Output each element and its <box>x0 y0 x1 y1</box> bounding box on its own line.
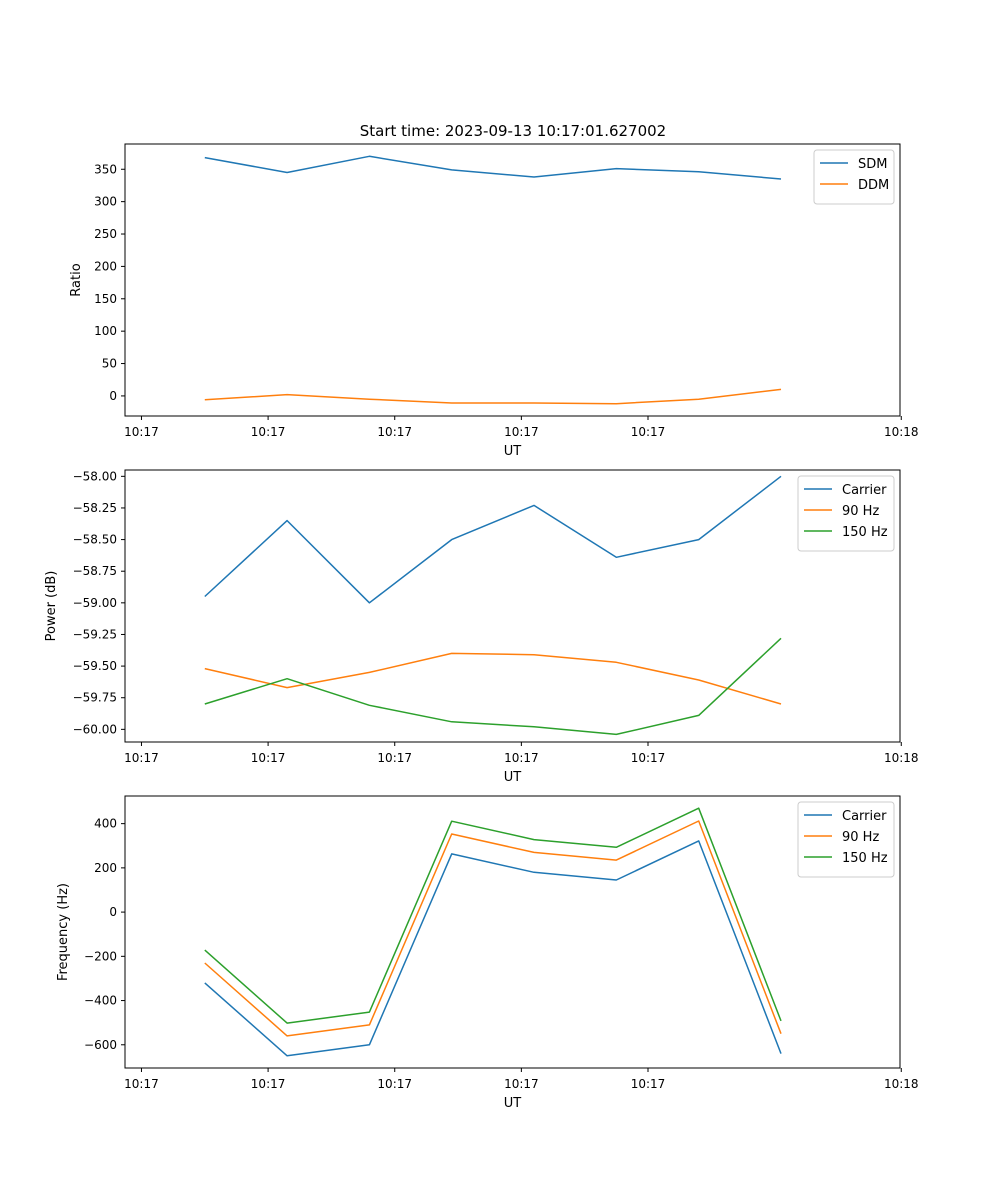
x-axis-label: UT <box>504 770 522 785</box>
x-axis-label: UT <box>504 1096 522 1111</box>
legend-label: 150 Hz <box>842 851 888 866</box>
series-line-carrier <box>204 840 782 1057</box>
series-line-ddm <box>204 388 782 405</box>
y-tick-label: 0 <box>109 905 117 919</box>
legend-label: SDM <box>858 157 887 172</box>
y-tick-label: −400 <box>84 994 117 1008</box>
axes-frame <box>124 469 901 743</box>
x-tick-label: 10:18 <box>884 751 919 765</box>
series-line-90-hz <box>204 652 782 705</box>
y-axis-label: Ratio <box>69 263 84 296</box>
y-tick-label: −58.50 <box>73 533 117 547</box>
x-tick-label: 10:17 <box>504 1077 539 1091</box>
legend-box <box>797 801 895 878</box>
x-tick-label: 10:17 <box>504 425 539 439</box>
x-tick-label: 10:18 <box>884 1077 919 1091</box>
y-tick-label: −59.25 <box>73 627 117 641</box>
legend-box <box>797 475 895 552</box>
x-tick-label: 10:17 <box>631 1077 666 1091</box>
y-tick-label: 250 <box>94 227 117 241</box>
x-tick-label: 10:17 <box>377 425 412 439</box>
y-tick-label: 350 <box>94 162 117 176</box>
y-tick-label: 200 <box>94 259 117 273</box>
x-tick-label: 10:17 <box>377 751 412 765</box>
panel-frequency: 10:17 10:17 10:17 10:17 10:17 10:18 −600 −400 −2… <box>56 795 919 1111</box>
y-axis-label: Frequency (Hz) <box>56 883 71 981</box>
y-tick-label: 300 <box>94 195 117 209</box>
x-tick-label: 10:17 <box>124 425 159 439</box>
panel-power: 10:17 10:17 10:17 10:17 10:17 10:18 −60.00 −59.… <box>44 469 919 785</box>
y-tick-label: −59.75 <box>73 691 117 705</box>
x-tick-label: 10:17 <box>251 751 286 765</box>
y-tick-label: −600 <box>84 1038 117 1052</box>
x-tick-label: 10:18 <box>884 425 919 439</box>
legend-label: 150 Hz <box>842 525 888 540</box>
x-tick-label: 10:17 <box>377 1077 412 1091</box>
y-tick-label: −58.75 <box>73 564 117 578</box>
series-line-carrier <box>204 475 782 604</box>
legend-label: 90 Hz <box>842 830 879 845</box>
axes-frame <box>124 795 901 1069</box>
y-tick-label: 100 <box>94 324 117 338</box>
axes-frame <box>124 143 901 417</box>
legend-label: 90 Hz <box>842 504 879 519</box>
figure-title: Start time: 2023-09-13 10:17:01.627002 <box>360 122 666 140</box>
y-tick-label: 150 <box>94 292 117 306</box>
series-line-150-hz <box>204 807 782 1024</box>
series-line-150-hz <box>204 637 782 736</box>
legend-label: Carrier <box>842 809 887 824</box>
legend-label: DDM <box>858 178 889 193</box>
y-tick-label: −200 <box>84 949 117 963</box>
x-tick-label: 10:17 <box>124 751 159 765</box>
x-tick-label: 10:17 <box>251 425 286 439</box>
x-tick-label: 10:17 <box>504 751 539 765</box>
y-tick-label: −60.00 <box>73 722 117 736</box>
legend-label: Carrier <box>842 483 887 498</box>
panel-ratio: 10:17 10:17 10:17 10:17 10:17 10:18 0 50 100 150 2… <box>69 143 919 459</box>
y-tick-label: 0 <box>109 389 117 403</box>
x-tick-label: 10:17 <box>631 425 666 439</box>
y-tick-label: −58.25 <box>73 501 117 515</box>
y-axis-label: Power (dB) <box>44 571 59 642</box>
x-tick-label: 10:17 <box>251 1077 286 1091</box>
series-line-sdm <box>204 155 782 180</box>
y-tick-label: −58.00 <box>73 469 117 483</box>
y-tick-label: 200 <box>94 861 117 875</box>
x-tick-label: 10:17 <box>124 1077 159 1091</box>
series-line-90-hz <box>204 820 782 1037</box>
y-tick-label: 400 <box>94 817 117 831</box>
y-tick-label: −59.00 <box>73 596 117 610</box>
y-tick-label: 50 <box>102 357 117 371</box>
x-axis-label: UT <box>504 444 522 459</box>
y-tick-label: −59.50 <box>73 659 117 673</box>
x-tick-label: 10:17 <box>631 751 666 765</box>
